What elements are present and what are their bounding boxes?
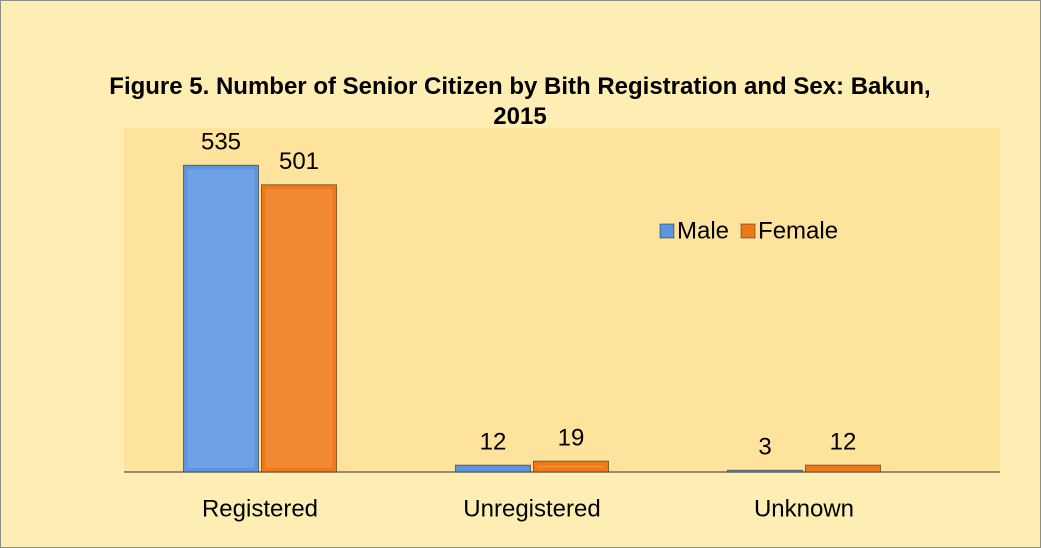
data-label: 501 — [279, 148, 319, 175]
data-label: 535 — [201, 129, 241, 156]
bar — [183, 164, 259, 473]
data-label: 19 — [558, 424, 585, 451]
x-tick-label: Registered — [202, 495, 318, 522]
bar — [455, 464, 531, 473]
data-label: 3 — [758, 434, 771, 461]
chart-title: Figure 5. Number of Senior Citizen by Bi… — [109, 73, 931, 130]
bar — [533, 460, 609, 473]
legend-swatch — [740, 223, 756, 239]
bar — [805, 464, 881, 473]
legend-label: Male — [677, 217, 729, 244]
x-tick-label: Unregistered — [463, 495, 600, 522]
bar — [261, 184, 337, 473]
data-label: 12 — [830, 428, 857, 455]
legend-swatch — [659, 223, 675, 239]
data-label: 12 — [480, 428, 507, 455]
legend-label: Female — [758, 217, 838, 244]
x-tick-label: Unknown — [754, 495, 854, 522]
bar — [727, 469, 803, 473]
